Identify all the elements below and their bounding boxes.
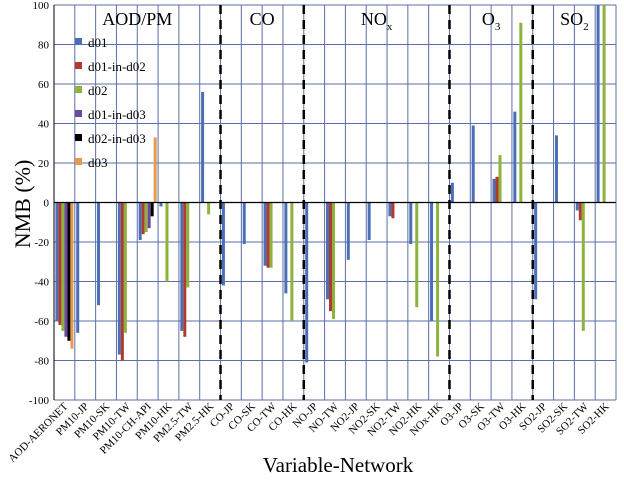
bar-d02-SO2-TW <box>581 202 585 331</box>
y-tick-labels: -100 -80 -60 -40 -20 0 20 40 60 80 100 <box>29 0 50 407</box>
bar-d01-O3-HK <box>513 111 517 203</box>
legend-label: d01-in-d02 <box>88 59 146 74</box>
bar-d01-O3-SK <box>471 125 475 203</box>
legend-swatch-d03 <box>75 158 82 165</box>
bar-d01-NO-JP <box>305 202 309 363</box>
bar-d01-CO-JP <box>221 202 225 286</box>
bar-d01-CO-TW <box>263 202 267 266</box>
bar-d02-CO-HK <box>290 202 294 321</box>
legend-swatch-d01-in-d02 <box>75 62 82 69</box>
bar-d02-O3-TW <box>498 155 502 203</box>
bars <box>55 5 606 363</box>
bar-d01-SO2-HK <box>596 5 600 203</box>
bar-d01-CO-SK <box>242 202 246 244</box>
legend-label: d02-in-d03 <box>88 131 146 146</box>
legend-swatch-d02-in-d03 <box>75 134 82 141</box>
plot-frame <box>53 5 616 400</box>
y-tick-label: 100 <box>33 0 50 12</box>
y-tick-label: -100 <box>29 395 50 407</box>
bar-d01-in-d02-NO-TW <box>329 202 332 312</box>
bar-d02-O3-HK <box>519 22 523 203</box>
bar-d01-in-d02-SO2-TW <box>578 202 582 221</box>
bar-d01-SO2-TW <box>575 202 579 211</box>
y-tick-label: 40 <box>38 119 50 131</box>
bar-d02-SO2-HK <box>602 5 606 203</box>
bar-d02-PM10-TW <box>123 202 127 333</box>
bar-d01-PM10-TW <box>117 202 121 355</box>
bar-d01-in-d03-PM10-CH-API <box>147 202 151 229</box>
bar-d01-in-d02-PM10-TW <box>120 202 124 361</box>
bar-d02-AOD-AERONET <box>61 202 65 331</box>
bar-d01-in-d02-PM10-CH-API <box>141 202 145 235</box>
bar-d01-PM10-HK <box>159 202 163 207</box>
legend-label: d03 <box>88 155 108 170</box>
y-tick-label: 0 <box>44 198 50 210</box>
bar-d01-in-d02-O3-TW <box>495 176 499 203</box>
bar-d01-NO2-SK <box>367 202 371 241</box>
bar-d02-in-d03-PM10-CH-API <box>150 202 154 217</box>
bar-d01-PM10-JP <box>76 202 80 333</box>
bar-d02-NO-TW <box>332 202 335 320</box>
bar-d01-SO2-SK <box>554 135 558 203</box>
group-label: NOx <box>361 9 393 33</box>
legend: d01 d01-in-d02 d02 d01-in-d03 d02-in-d03 d03 <box>75 35 146 170</box>
bar-d01-NO2-JP <box>346 202 350 260</box>
bar-d03-PM10-CH-API <box>153 137 157 203</box>
bar-d01-NOx-HK <box>430 202 434 321</box>
bar-d01-AOD-AERONET <box>55 202 59 321</box>
y-tick-label: -40 <box>34 277 49 289</box>
group-label: AOD/PM <box>102 9 172 29</box>
bar-d01-SO2-JP <box>534 202 538 300</box>
legend-label: d02 <box>88 83 108 98</box>
bar-d02-PM2.5-TW <box>186 202 190 288</box>
y-tick-label: -60 <box>34 316 49 328</box>
legend-label: d01-in-d03 <box>88 107 146 122</box>
legend-swatch-d01-in-d03 <box>75 110 82 117</box>
group-label: CO <box>250 9 275 29</box>
bar-d01-PM2.5-HK <box>201 91 205 203</box>
bar-d01-in-d02-PM2.5-TW <box>183 202 187 337</box>
legend-label: d01 <box>88 35 108 50</box>
bar-d01-PM2.5-TW <box>180 202 184 331</box>
bar-d01-PM10-CH-API <box>138 202 142 241</box>
bar-d01-in-d02-CO-TW <box>266 202 270 268</box>
bar-d01-in-d03-AOD-AERONET <box>64 202 68 337</box>
group-label: SO2 <box>560 9 589 33</box>
legend-swatch-d02 <box>75 86 82 93</box>
y-tick-label: -80 <box>34 356 49 368</box>
bar-d01-NO2-HK <box>409 202 413 244</box>
bar-d01-CO-HK <box>284 202 288 294</box>
bar-d02-NO2-HK <box>415 202 419 308</box>
y-tick-label: 20 <box>38 158 50 170</box>
bar-d01-O3-JP <box>450 182 454 203</box>
group-labels: AOD/PM CO NOx O3 SO2 <box>102 9 588 33</box>
bar-d01-NO2-TW <box>388 202 392 217</box>
bar-d02-PM10-HK <box>165 202 169 282</box>
x-axis-label: Variable-Network <box>263 453 414 477</box>
bar-d01-PM10-SK <box>97 202 101 306</box>
group-label: O3 <box>482 9 501 33</box>
bar-d02-PM2.5-HK <box>207 202 211 215</box>
bar-d01-O3-TW <box>492 178 496 203</box>
y-tick-label: -20 <box>34 237 49 249</box>
bar-d02-PM10-CH-API <box>144 202 148 233</box>
y-tick-label: 80 <box>38 40 50 52</box>
bar-d02-NOx-HK <box>436 202 440 357</box>
bar-d03-AOD-AERONET <box>70 202 74 349</box>
bar-d01-NO-TW <box>326 202 329 300</box>
bar-d01-in-d02-NO2-TW <box>391 202 395 219</box>
bar-d01-in-d02-AOD-AERONET <box>58 202 62 325</box>
y-tick-label: 60 <box>38 79 50 91</box>
y-axis-label: NMB (%) <box>10 160 35 249</box>
bar-d02-in-d03-AOD-AERONET <box>67 202 71 341</box>
legend-swatch-d01 <box>75 38 82 45</box>
bar-d02-CO-TW <box>269 202 273 268</box>
